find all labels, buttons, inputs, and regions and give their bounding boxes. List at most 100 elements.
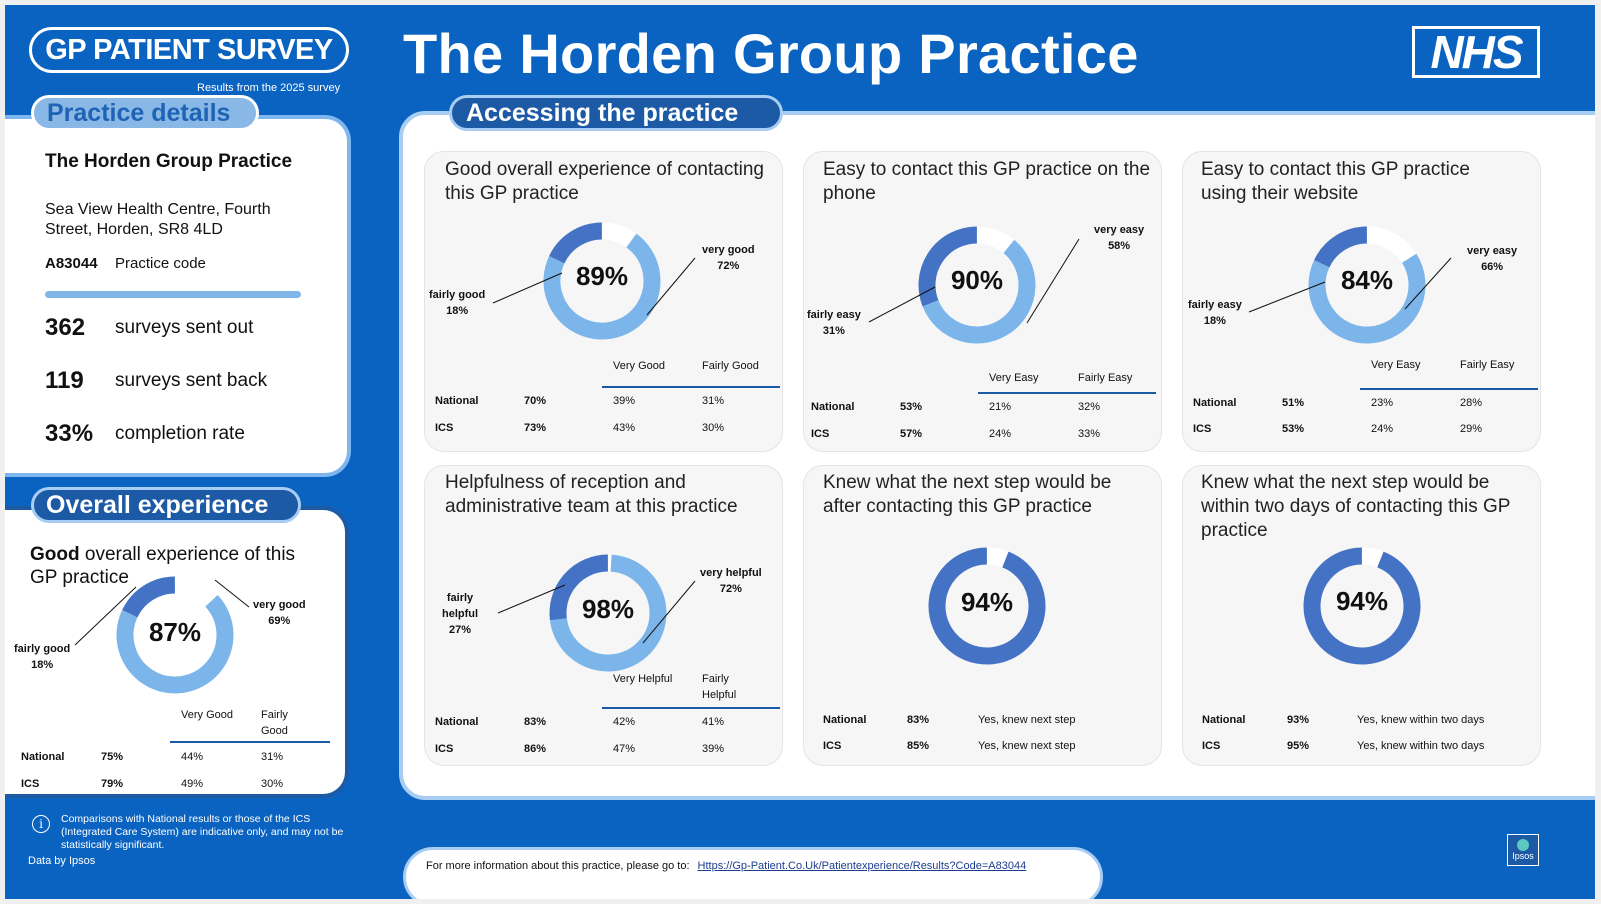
practice-details-divider <box>45 291 301 298</box>
row-label: National <box>1202 714 1246 726</box>
column-header: Very Helpful <box>613 673 673 685</box>
column-header: Fairly Good <box>702 360 759 372</box>
card-title: Easy to contact this GP practice using t… <box>1201 159 1470 204</box>
row-total: 95% <box>1287 740 1310 752</box>
donut-slice <box>549 554 667 672</box>
website-contact-card <box>1182 151 1541 452</box>
label-value: 72% <box>717 260 740 272</box>
completion-rate-label: completion rate <box>115 423 245 444</box>
row-value: 24% <box>989 428 1012 440</box>
row-value: 29% <box>1460 423 1483 435</box>
practice-code-value: A83044 <box>45 255 98 272</box>
table-rule <box>170 741 330 743</box>
row-label: National <box>811 401 855 413</box>
donut-slice <box>549 222 603 264</box>
donut-chart <box>492 222 696 340</box>
row-total: 53% <box>900 401 923 413</box>
column-header: Very Easy <box>1371 359 1421 371</box>
label-name: fairly easy <box>1188 299 1242 311</box>
row-value: 32% <box>1078 401 1101 413</box>
donut-label-very: very easy 58% <box>1094 222 1144 254</box>
row-total: 51% <box>1282 397 1305 409</box>
donut-leader-line <box>642 580 696 644</box>
overall-experience-panel <box>5 506 349 798</box>
overall-experience-tab: Overall experience <box>31 487 301 523</box>
row-total: 83% <box>524 716 547 728</box>
donut-leader-line <box>1248 281 1326 313</box>
donut-slice <box>1303 547 1421 665</box>
overall-experience-question-bold: Good <box>30 544 80 565</box>
donut-leader-line <box>646 257 696 316</box>
row-value: 31% <box>261 751 284 763</box>
overall-experience-question: Good overall experience of this GP pract… <box>30 543 320 589</box>
practice-results-link[interactable]: Https://Gp-Patient.Co.Uk/Patientexperien… <box>697 860 1027 872</box>
donut-slice <box>549 554 609 621</box>
donut-slice <box>1308 253 1426 344</box>
column-header-line: Good <box>261 725 288 737</box>
practice-code-label: Practice code <box>115 255 206 272</box>
label-value: 18% <box>1203 315 1226 327</box>
table-rule <box>1360 388 1538 390</box>
ipsos-logo-text: Ipsos <box>1512 851 1534 861</box>
column-header: Fairly Helpful <box>702 671 736 703</box>
page-title: The Horden Group Practice <box>403 22 1139 85</box>
donut-slice <box>116 594 234 694</box>
row-label: National <box>823 714 867 726</box>
label-name: fairly <box>446 592 474 604</box>
info-icon: i <box>32 815 50 833</box>
footer-info-text: For more information about this practice… <box>426 860 690 872</box>
overall-experience-tab-label: Overall experience <box>46 491 269 519</box>
footer-text: For more information about this practice… <box>426 860 1026 872</box>
donut-label-very: very good 72% <box>702 242 755 274</box>
label-value: 66% <box>1481 261 1504 273</box>
donut-slice <box>122 576 176 618</box>
row-value: 44% <box>181 751 204 763</box>
donut-center-value: 89% <box>575 261 629 291</box>
row-label: National <box>21 751 65 763</box>
row-value: 49% <box>181 778 204 790</box>
donut-slice <box>543 233 661 340</box>
label-name: very easy <box>1467 245 1518 257</box>
row-label: ICS <box>823 740 842 752</box>
label-value: 69% <box>268 615 291 627</box>
column-header-line: Fairly <box>261 709 288 721</box>
surveys-sent-out-label: surveys sent out <box>115 317 254 338</box>
row-label: ICS <box>435 422 454 434</box>
label-name: very easy <box>1094 224 1145 236</box>
row-label: ICS <box>21 778 40 790</box>
donut-slice <box>928 547 1046 665</box>
label-value: 18% <box>446 305 469 317</box>
row-label: ICS <box>811 428 830 440</box>
donut-slice <box>1314 226 1368 268</box>
comparison-disclaimer: Comparisons with National results or tho… <box>61 813 344 851</box>
row-value: 24% <box>1371 423 1394 435</box>
contacting-experience-card <box>424 151 783 452</box>
completion-rate-value: 33% <box>45 420 94 447</box>
nhs-logo: NHS <box>1412 26 1540 78</box>
table-rule <box>978 392 1156 394</box>
overall-experience-question-rest: overall experience of this GP practice <box>30 544 296 588</box>
label-value: 72% <box>719 583 742 595</box>
donut-chart <box>868 226 1080 344</box>
row-value: 39% <box>702 743 725 755</box>
row-total: 85% <box>907 740 930 752</box>
row-total: 86% <box>524 743 547 755</box>
donut-leader-line <box>492 272 563 304</box>
label-value: 31% <box>822 325 845 337</box>
data-by-ipsos: Data by Ipsos <box>28 855 96 867</box>
surveys-sent-back-value: 119 <box>45 367 84 394</box>
donut-slice <box>922 239 1036 344</box>
donut-chart <box>74 576 250 694</box>
row-total: 79% <box>101 778 124 790</box>
donut-label-very: very good 69% <box>253 597 306 629</box>
practice-name: The Horden Group Practice <box>45 151 293 172</box>
card-title: Helpfulness of reception and administrat… <box>445 472 738 517</box>
row-value: 31% <box>702 395 725 407</box>
row-value: 30% <box>261 778 284 790</box>
row-value: 30% <box>702 422 725 434</box>
phone-contact-card <box>803 151 1162 452</box>
column-header: Fairly Easy <box>1460 359 1515 371</box>
surveys-sent-back-label: surveys sent back <box>115 370 268 391</box>
donut-leader-line <box>497 584 566 614</box>
ipsos-logo: Ipsos <box>1507 834 1539 866</box>
